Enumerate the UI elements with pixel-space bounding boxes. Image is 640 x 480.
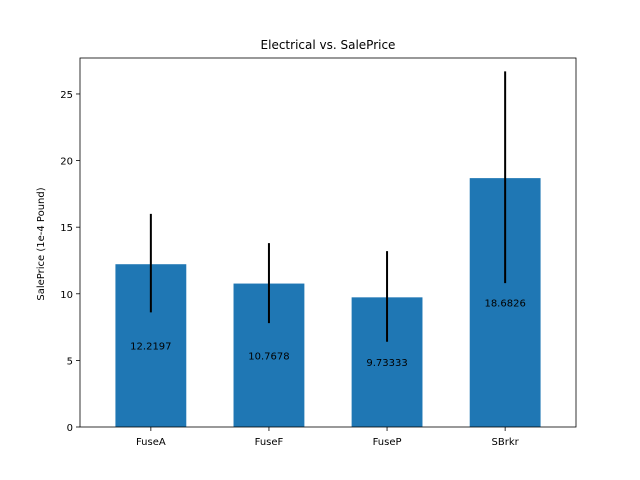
data-label-fusea: 12.2197	[130, 342, 171, 353]
x-tick-label-fusep: FuseP	[373, 437, 402, 448]
x-tick-label-sbrkr: SBrkr	[492, 437, 520, 448]
y-tick-label-15: 15	[60, 223, 73, 234]
data-labels-group: 12.2197 10.7678 9.73333 18.6826	[130, 299, 526, 370]
x-tick-label-fusef: FuseF	[255, 437, 284, 448]
x-axis: FuseA FuseF FuseP SBrkr	[136, 427, 520, 448]
bars-group	[115, 178, 541, 427]
plot-frame	[79, 57, 577, 428]
y-axis: 0 5 10 15 20 25	[60, 90, 80, 434]
error-bars-group	[149, 71, 507, 342]
y-tick-label-20: 20	[60, 157, 73, 168]
chart-title: Electrical vs. SalePrice	[261, 38, 396, 52]
data-label-fusef: 10.7678	[248, 351, 289, 362]
y-tick-label-25: 25	[60, 90, 73, 101]
data-label-fusep: 9.73333	[366, 358, 407, 369]
y-tick-label-0: 0	[67, 423, 73, 434]
y-tick-label-5: 5	[67, 356, 73, 367]
data-label-sbrkr: 18.6826	[484, 299, 525, 310]
x-tick-label-fusea: FuseA	[136, 437, 166, 448]
y-tick-label-10: 10	[60, 290, 73, 301]
y-axis-label: SalePrice (1e-4 Pound)	[36, 187, 47, 300]
